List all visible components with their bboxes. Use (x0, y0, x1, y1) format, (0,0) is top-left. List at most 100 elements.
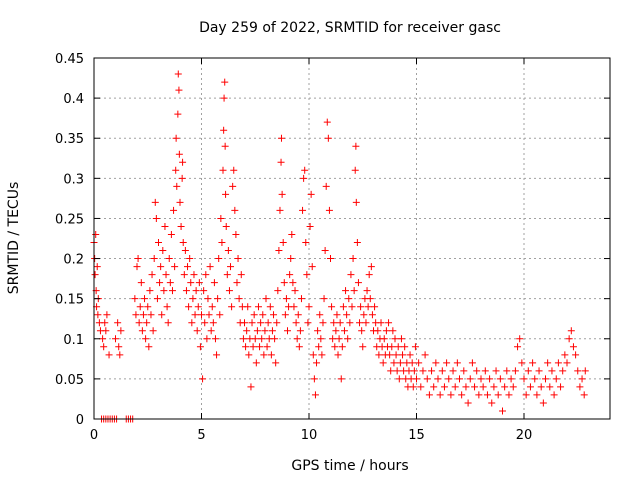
data-point (258, 335, 266, 343)
data-point (216, 311, 224, 319)
data-point (399, 351, 407, 359)
data-point (494, 391, 502, 399)
data-point (516, 335, 524, 343)
data-point (181, 247, 189, 255)
data-point (411, 343, 419, 351)
data-point (151, 198, 159, 206)
plot-frame (93, 57, 611, 420)
data-point (362, 319, 370, 327)
data-point (348, 303, 356, 311)
data-point (235, 295, 243, 303)
data-point (178, 174, 186, 182)
data-point (206, 263, 214, 271)
data-point (535, 367, 543, 375)
data-point (417, 383, 425, 391)
data-point (316, 311, 324, 319)
data-point (332, 327, 340, 335)
data-point (162, 271, 170, 279)
data-point (307, 190, 315, 198)
data-point (473, 367, 481, 375)
data-point (365, 271, 373, 279)
data-point (135, 319, 143, 327)
data-point (377, 319, 385, 327)
data-point (336, 319, 344, 327)
data-point (291, 287, 299, 295)
data-point (542, 375, 549, 383)
data-point (368, 311, 376, 319)
data-point (323, 118, 331, 126)
data-point (364, 303, 372, 311)
data-point (100, 343, 108, 351)
data-point (294, 311, 302, 319)
data-point (569, 343, 577, 351)
data-point (209, 319, 217, 327)
data-point (320, 295, 328, 303)
data-point (161, 222, 169, 230)
chart-title: Day 259 of 2022, SRMTID for receiver gas… (199, 20, 501, 36)
data-point (328, 303, 336, 311)
data-point (574, 367, 582, 375)
data-point (550, 391, 558, 399)
data-point (222, 190, 230, 198)
data-point (189, 295, 197, 303)
data-point (93, 263, 101, 271)
data-point (203, 335, 211, 343)
data-point (319, 319, 327, 327)
data-point (191, 311, 199, 319)
data-point (224, 247, 232, 255)
data-point (453, 359, 461, 367)
data-point (406, 351, 414, 359)
data-point (475, 391, 483, 399)
data-point (278, 190, 286, 198)
data-point (156, 279, 164, 287)
data-point (572, 351, 580, 359)
data-point (194, 303, 202, 311)
data-point (114, 319, 122, 327)
data-point (210, 279, 218, 287)
data-point (486, 375, 494, 383)
data-point (311, 391, 319, 399)
data-point (425, 391, 433, 399)
data-point (274, 287, 282, 295)
data-point (277, 134, 285, 142)
data-point (499, 407, 506, 415)
data-point (339, 303, 347, 311)
data-point (267, 351, 275, 359)
data-point (338, 343, 346, 351)
data-point (299, 206, 307, 214)
data-point (293, 335, 301, 343)
data-point (576, 383, 584, 391)
data-point (186, 255, 194, 263)
data-point (388, 343, 396, 351)
data-point (250, 311, 258, 319)
data-point (146, 287, 154, 295)
data-point (251, 335, 259, 343)
data-point (286, 271, 294, 279)
data-point (436, 391, 444, 399)
data-point (149, 327, 157, 335)
data-point (380, 335, 388, 343)
data-point (164, 319, 172, 327)
data-point (483, 391, 491, 399)
data-point (520, 375, 528, 383)
data-point (374, 327, 382, 335)
data-point (438, 367, 446, 375)
data-point (330, 319, 338, 327)
data-point (347, 271, 355, 279)
data-point (273, 319, 281, 327)
data-point (334, 351, 342, 359)
data-point (221, 78, 229, 86)
data-point (449, 367, 457, 375)
data-point (234, 255, 242, 263)
data-point (366, 295, 374, 303)
data-point (230, 166, 238, 174)
data-point (242, 343, 250, 351)
data-point (175, 86, 183, 94)
x-tick-label: 10 (301, 428, 318, 443)
data-point (260, 351, 268, 359)
y-tick-label: 0.25 (55, 212, 84, 227)
data-point (315, 343, 323, 351)
data-point (297, 295, 305, 303)
data-point (279, 239, 287, 247)
data-point (306, 222, 314, 230)
